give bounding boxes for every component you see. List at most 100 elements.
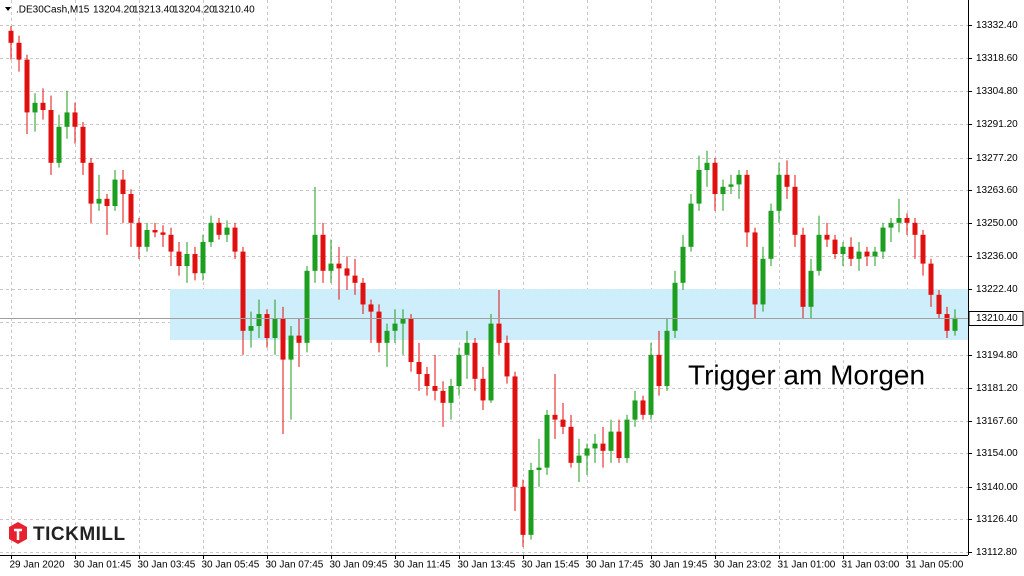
candle-body	[624, 419, 630, 459]
candle-body	[872, 251, 878, 257]
x-tick-label: 30 Jan 23:02	[714, 560, 772, 571]
candle-body	[528, 470, 534, 535]
candle-body	[896, 218, 902, 223]
candle-body	[864, 251, 870, 257]
candle-body	[184, 254, 190, 267]
y-tick-label: 13291.20	[976, 119, 1018, 130]
x-tick-label: 30 Jan 19:45	[650, 560, 708, 571]
candle-body	[264, 314, 270, 339]
dropdown-icon[interactable]	[5, 7, 11, 11]
candle-body	[584, 448, 590, 456]
close-price: 13210.40	[213, 5, 255, 16]
candle-body	[640, 400, 646, 415]
candle-body	[696, 170, 702, 204]
candle-body	[536, 467, 542, 471]
candle-body	[408, 318, 414, 363]
candle-body	[88, 162, 94, 204]
candle-body	[368, 304, 374, 312]
candle-body	[816, 234, 822, 271]
candle-body	[520, 486, 526, 535]
logo: TICKMILL	[9, 522, 125, 545]
candle-body	[512, 376, 518, 487]
candle-body	[704, 162, 710, 171]
candle-body	[808, 270, 814, 307]
y-tick-label: 13277.20	[976, 153, 1018, 164]
candle-body	[336, 263, 342, 269]
candle-body	[776, 174, 782, 211]
candle-body	[944, 314, 950, 331]
x-tick-label: 30 Jan 11:45	[394, 560, 452, 571]
candle-body	[496, 323, 502, 343]
candle-body	[16, 42, 22, 60]
candle-body	[8, 30, 14, 43]
candle-body	[312, 234, 318, 271]
candle-body	[40, 102, 46, 111]
candle-body	[192, 254, 198, 274]
candle-body	[464, 342, 470, 355]
candle-body	[880, 227, 886, 252]
candle-body	[912, 222, 918, 235]
last-price-box	[968, 311, 1024, 326]
candle-body	[728, 184, 734, 187]
candle-body	[320, 234, 326, 271]
candle-body	[216, 222, 222, 235]
candles	[8, 26, 958, 547]
y-tick-label: 13126.40	[976, 514, 1018, 525]
candle-body	[592, 443, 598, 449]
candle-body	[648, 354, 654, 415]
candle-body	[376, 311, 382, 343]
candle-body	[272, 318, 278, 339]
candle-body	[688, 203, 694, 247]
x-tick-label: 30 Jan 03:45	[138, 560, 196, 571]
candle-body	[224, 227, 230, 235]
y-tick-label: 13332.40	[976, 20, 1018, 31]
zone	[170, 289, 968, 340]
candle-body	[552, 414, 558, 420]
candle-body	[608, 431, 614, 451]
candle-body	[152, 230, 158, 233]
candle-body	[64, 112, 70, 127]
candle-body	[144, 230, 150, 247]
candle-body	[440, 390, 446, 403]
x-tick-label: 30 Jan 17:45	[586, 560, 644, 571]
high-price: 13213.40	[133, 5, 175, 16]
logo-glyph	[14, 528, 22, 540]
candle-body	[672, 282, 678, 331]
candle-body	[448, 386, 454, 403]
candle-body	[344, 268, 350, 276]
symbol: .DE30Cash,M15	[16, 5, 90, 16]
candle-body	[240, 251, 246, 331]
y-tick-label: 13304.80	[976, 86, 1018, 97]
x-tick-label: 30 Jan 05:45	[202, 560, 260, 571]
candle-body	[80, 126, 86, 163]
x-tick-label: 30 Jan 13:45	[458, 560, 516, 571]
candle-body	[848, 246, 854, 259]
candle-body	[792, 186, 798, 235]
x-tick-label: 30 Jan 09:45	[330, 560, 388, 571]
x-tick-label: 29 Jan 2020	[10, 560, 65, 571]
open-price: 13204.20	[93, 5, 135, 16]
candle-body	[888, 222, 894, 228]
candle-body	[232, 227, 238, 252]
candle-body	[744, 174, 750, 233]
x-tick-label: 31 Jan 01:00	[778, 560, 836, 571]
x-tick-label: 30 Jan 07:45	[266, 560, 324, 571]
candle-body	[424, 374, 430, 387]
candle-body	[136, 222, 142, 247]
candle-body	[304, 270, 310, 343]
candle-body	[488, 323, 494, 401]
candle-body	[352, 275, 358, 283]
y-tick-label: 13194.80	[976, 350, 1018, 361]
candle-body	[208, 222, 214, 243]
candle-body	[360, 282, 366, 305]
candle-body	[832, 239, 838, 255]
candle-body	[504, 342, 510, 377]
candle-body	[680, 246, 686, 283]
candle-body	[248, 326, 254, 331]
candle-body	[288, 335, 294, 360]
candle-body	[656, 354, 662, 387]
candle-body	[784, 174, 790, 187]
y-tick-label: 13250.00	[976, 218, 1018, 229]
